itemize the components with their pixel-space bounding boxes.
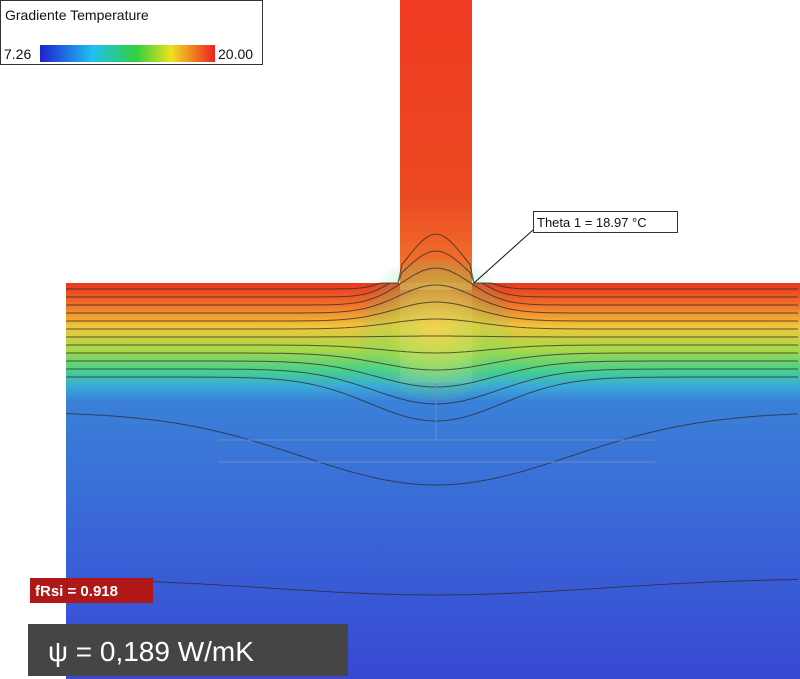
isotherm <box>65 413 799 486</box>
annotation-box <box>533 211 678 233</box>
legend-title: Gradiente Temperature <box>5 7 149 23</box>
isotherm <box>66 360 798 388</box>
column <box>400 0 472 290</box>
isotherm <box>66 368 798 405</box>
isotherm <box>66 267 798 306</box>
isotherm <box>66 284 798 314</box>
isotherm <box>66 344 798 354</box>
isotherm <box>65 578 799 596</box>
frsi-box <box>30 578 153 603</box>
annotation: Theta 1 = 18.97 °C <box>537 215 647 230</box>
frsi-label: fRsi = 0.918 <box>35 583 118 600</box>
psi-box <box>28 624 348 676</box>
legend-bar <box>40 45 215 62</box>
isotherm <box>66 250 798 298</box>
isotherms <box>65 233 799 596</box>
isotherm <box>66 352 798 371</box>
isotherm <box>66 335 798 338</box>
legend-min: 7.26 <box>4 46 31 62</box>
psi-label: ψ = 0,189 W/mK <box>48 636 254 667</box>
isotherm <box>66 376 798 422</box>
column-base <box>400 283 472 383</box>
isotherm <box>66 301 798 322</box>
leader-line <box>473 229 534 284</box>
legend-max: 20.00 <box>218 46 253 62</box>
isotherm <box>66 318 798 330</box>
isotherm <box>66 233 798 290</box>
